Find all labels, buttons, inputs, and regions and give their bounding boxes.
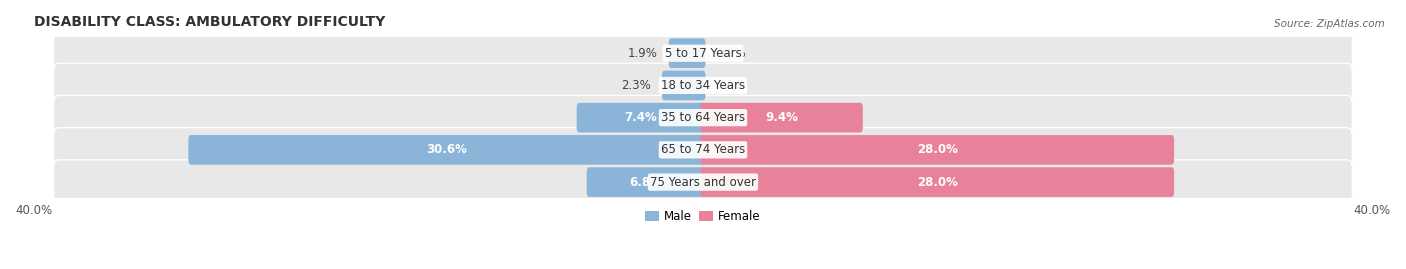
FancyBboxPatch shape [53, 128, 1353, 172]
Text: 0.0%: 0.0% [717, 79, 747, 92]
Text: 18 to 34 Years: 18 to 34 Years [661, 79, 745, 92]
FancyBboxPatch shape [576, 103, 706, 132]
FancyBboxPatch shape [53, 31, 1353, 75]
Text: 9.4%: 9.4% [765, 111, 799, 124]
FancyBboxPatch shape [53, 160, 1353, 204]
FancyBboxPatch shape [53, 63, 1353, 108]
FancyBboxPatch shape [586, 167, 706, 197]
Text: 7.4%: 7.4% [624, 111, 658, 124]
FancyBboxPatch shape [700, 167, 1174, 197]
Text: Source: ZipAtlas.com: Source: ZipAtlas.com [1274, 19, 1385, 29]
Text: 65 to 74 Years: 65 to 74 Years [661, 143, 745, 156]
Text: 28.0%: 28.0% [917, 176, 957, 189]
Text: 0.0%: 0.0% [717, 47, 747, 60]
FancyBboxPatch shape [700, 135, 1174, 165]
FancyBboxPatch shape [188, 135, 706, 165]
FancyBboxPatch shape [53, 95, 1353, 140]
Text: 1.9%: 1.9% [628, 47, 658, 60]
FancyBboxPatch shape [662, 71, 706, 100]
Legend: Male, Female: Male, Female [641, 205, 765, 228]
Text: 5 to 17 Years: 5 to 17 Years [665, 47, 741, 60]
Text: 6.8%: 6.8% [630, 176, 662, 189]
Text: 28.0%: 28.0% [917, 143, 957, 156]
Text: 2.3%: 2.3% [621, 79, 651, 92]
FancyBboxPatch shape [700, 103, 863, 132]
Text: DISABILITY CLASS: AMBULATORY DIFFICULTY: DISABILITY CLASS: AMBULATORY DIFFICULTY [34, 15, 385, 29]
Text: 30.6%: 30.6% [426, 143, 467, 156]
Text: 35 to 64 Years: 35 to 64 Years [661, 111, 745, 124]
Text: 75 Years and over: 75 Years and over [650, 176, 756, 189]
FancyBboxPatch shape [669, 38, 706, 68]
